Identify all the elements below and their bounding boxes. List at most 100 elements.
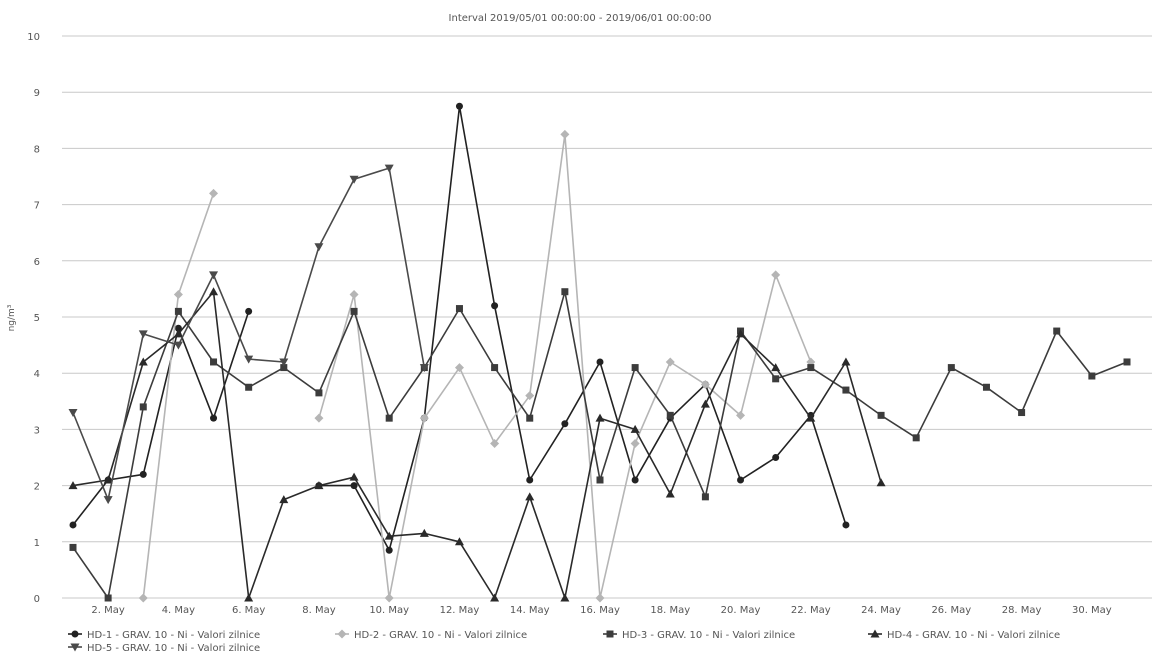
data-point[interactable]	[245, 383, 253, 391]
data-point[interactable]	[947, 364, 955, 372]
data-point[interactable]	[349, 472, 359, 481]
data-point[interactable]	[772, 375, 780, 383]
data-point[interactable]	[139, 470, 147, 478]
data-point[interactable]	[595, 413, 605, 422]
data-point[interactable]	[630, 438, 640, 448]
data-point[interactable]	[596, 476, 604, 484]
data-point[interactable]	[806, 413, 816, 422]
data-point[interactable]	[455, 305, 463, 313]
data-point[interactable]	[1053, 327, 1061, 335]
data-point[interactable]	[561, 288, 569, 296]
legend[interactable]: HD-1 - GRAV. 10 - Ni - Valori zilnice HD-…	[68, 629, 1060, 655]
data-point[interactable]	[595, 593, 605, 603]
data-point[interactable]	[419, 528, 429, 537]
data-point[interactable]	[772, 454, 780, 461]
data-point[interactable]	[596, 358, 604, 366]
data-point[interactable]	[244, 355, 254, 364]
data-point[interactable]	[560, 129, 570, 139]
data-point[interactable]	[701, 493, 709, 501]
data-point[interactable]	[173, 290, 183, 300]
data-point[interactable]	[385, 546, 393, 554]
data-point[interactable]	[419, 364, 429, 373]
data-point[interactable]	[68, 481, 78, 490]
data-point[interactable]	[138, 357, 148, 366]
data-point[interactable]	[631, 476, 639, 484]
data-point[interactable]	[69, 521, 77, 529]
data-point[interactable]	[771, 270, 781, 280]
data-point[interactable]	[561, 420, 569, 428]
data-point[interactable]	[173, 329, 183, 338]
data-point[interactable]	[314, 413, 324, 423]
data-point[interactable]	[349, 290, 359, 300]
data-point[interactable]	[210, 414, 218, 422]
data-point[interactable]	[315, 389, 323, 397]
data-point[interactable]	[700, 399, 710, 408]
data-point[interactable]	[279, 495, 289, 504]
data-point[interactable]	[280, 364, 288, 372]
data-point[interactable]	[877, 411, 885, 419]
data-point[interactable]	[209, 188, 219, 198]
data-point[interactable]	[384, 164, 394, 173]
data-point[interactable]	[138, 593, 148, 603]
legend-marker[interactable]	[606, 630, 614, 638]
data-point[interactable]	[174, 307, 182, 315]
data-point[interactable]	[314, 243, 324, 252]
legend-item[interactable]: HD-2 - GRAV. 10 - Ni - Valori zilnice	[335, 629, 527, 642]
legend-marker[interactable]	[337, 629, 347, 639]
data-point[interactable]	[841, 357, 851, 366]
data-point[interactable]	[69, 543, 77, 551]
data-point[interactable]	[1018, 409, 1026, 417]
data-point[interactable]	[665, 489, 675, 498]
data-point[interactable]	[876, 478, 886, 487]
data-point[interactable]	[138, 330, 148, 339]
data-point[interactable]	[982, 383, 990, 391]
data-point[interactable]	[384, 531, 394, 540]
data-point[interactable]	[491, 302, 499, 310]
data-point[interactable]	[771, 363, 781, 372]
legend-marker[interactable]	[870, 629, 880, 638]
data-point[interactable]	[912, 434, 920, 442]
data-point[interactable]	[630, 424, 640, 433]
legend-marker[interactable]	[70, 643, 80, 652]
data-point[interactable]	[737, 476, 745, 484]
data-point[interactable]	[385, 414, 393, 422]
data-point[interactable]	[350, 307, 358, 315]
data-point[interactable]	[807, 364, 815, 372]
legend-marker[interactable]	[71, 630, 79, 638]
data-point[interactable]	[314, 481, 324, 490]
data-point[interactable]	[209, 287, 219, 296]
data-point[interactable]	[419, 413, 429, 423]
data-point[interactable]	[350, 482, 358, 490]
legend-item[interactable]: HD-4 - GRAV. 10 - Ni - Valori zilnice	[868, 629, 1060, 642]
data-point[interactable]	[525, 492, 535, 501]
data-point[interactable]	[68, 409, 78, 418]
legend-item[interactable]: HD-5 - GRAV. 10 - Ni - Valori zilnice	[68, 643, 260, 654]
data-point[interactable]	[210, 358, 218, 366]
data-point[interactable]	[174, 324, 182, 332]
data-point[interactable]	[173, 341, 183, 350]
legend-item[interactable]: HD-3 - GRAV. 10 - Ni - Valori zilnice	[603, 630, 795, 641]
data-point[interactable]	[349, 175, 359, 184]
data-point[interactable]	[525, 391, 535, 401]
data-point[interactable]	[245, 307, 253, 315]
data-point[interactable]	[842, 386, 850, 394]
data-point[interactable]	[454, 537, 464, 546]
data-point[interactable]	[490, 438, 500, 448]
data-point[interactable]	[279, 358, 289, 367]
data-point[interactable]	[103, 475, 113, 484]
data-point[interactable]	[700, 379, 710, 389]
data-point[interactable]	[1088, 372, 1096, 380]
data-point[interactable]	[103, 496, 113, 505]
data-point[interactable]	[104, 594, 112, 602]
data-point[interactable]	[244, 593, 254, 602]
data-point[interactable]	[526, 476, 534, 484]
data-point[interactable]	[1123, 358, 1131, 366]
data-point[interactable]	[490, 593, 500, 602]
data-point[interactable]	[455, 102, 463, 110]
data-point[interactable]	[736, 410, 746, 420]
data-point[interactable]	[560, 593, 570, 602]
data-point[interactable]	[491, 364, 499, 372]
data-point[interactable]	[454, 363, 464, 373]
data-point[interactable]	[139, 403, 147, 411]
legend-item[interactable]: HD-1 - GRAV. 10 - Ni - Valori zilnice	[68, 630, 260, 641]
